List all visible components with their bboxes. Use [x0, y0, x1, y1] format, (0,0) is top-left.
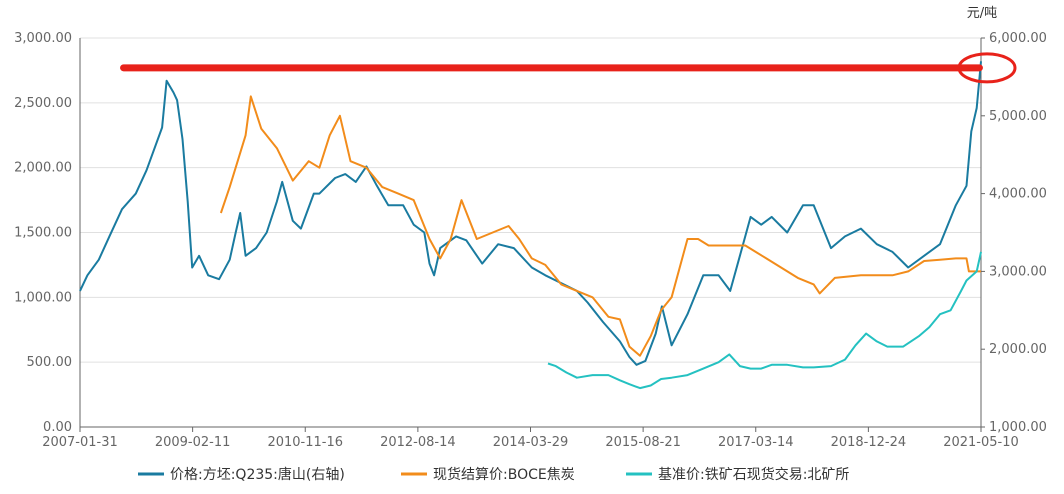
right-axis-unit-label: 元/吨 [967, 6, 997, 21]
y-right-tick-label: 6,000.00 [989, 31, 1047, 46]
legend-label: 基准价:铁矿石现货交易:北矿所 [658, 466, 849, 483]
annotation-red-ellipse [957, 52, 1017, 84]
y-right-tick-label: 3,000.00 [989, 264, 1047, 279]
series-line-1 [79, 61, 982, 366]
x-tick-label: 2015-08-21 [605, 435, 681, 450]
x-tick-label: 2007-01-31 [42, 435, 118, 450]
y-left-tick-label: 3,000.00 [14, 31, 72, 46]
annotation-layer [120, 52, 1017, 84]
y-left-tick-label: 2,500.00 [14, 96, 72, 111]
x-tick-label: 2017-03-14 [718, 435, 794, 450]
y-left-tick-label: 0.00 [43, 420, 72, 435]
x-tick-label: 2010-11-16 [267, 435, 343, 450]
y-right-tick-label: 4,000.00 [989, 187, 1047, 202]
y-left-tick-label: 500.00 [27, 355, 73, 370]
legend: 价格:方坯:Q235:唐山(右轴) 现货结算价:BOCE焦炭 基准价:铁矿石现货交易… [138, 466, 849, 483]
y-left-tick-label: 1,500.00 [14, 226, 72, 241]
x-tick-label: 2009-02-11 [155, 435, 231, 450]
x-tick-label: 2021-05-10 [943, 435, 1019, 450]
series-layer [79, 61, 982, 390]
legend-label: 现货结算价:BOCE焦炭 [433, 466, 575, 483]
x-tick-label: 2018-12-24 [831, 435, 907, 450]
y-left-tick-label: 2,000.00 [14, 161, 72, 176]
y-right-tick-label: 5,000.00 [989, 109, 1047, 124]
series-line-2 [219, 95, 981, 357]
y-right-tick-label: 2,000.00 [989, 342, 1047, 357]
legend-label: 价格:方坯:Q235:唐山(右轴) [170, 466, 345, 483]
x-tick-label: 2014-03-29 [493, 435, 569, 450]
y-right-tick-label: 1,000.00 [989, 420, 1047, 435]
series-line-3 [547, 251, 982, 390]
x-tick-label: 2012-08-14 [380, 435, 456, 450]
axis-layer: 0.00 500.00 1,000.00 1,500.00 2,000.00 2,500.… [14, 31, 1047, 450]
y-left-tick-label: 1,000.00 [14, 290, 72, 305]
grid-layer [80, 37, 981, 428]
